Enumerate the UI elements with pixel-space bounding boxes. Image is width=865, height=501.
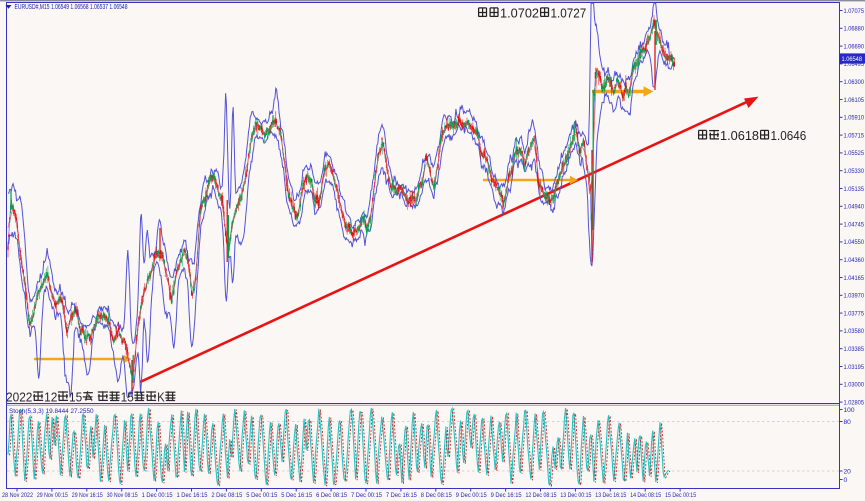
svg-text:9 Dec 16:15: 9 Dec 16:15: [491, 492, 523, 499]
svg-text:1.04165: 1.04165: [844, 275, 865, 282]
svg-text:1.03775: 1.03775: [844, 310, 865, 317]
svg-text:1.03195: 1.03195: [844, 364, 865, 371]
svg-text:1.03970: 1.03970: [844, 293, 865, 300]
svg-text:1.0727: 1.0727: [551, 7, 587, 21]
svg-text:1.04360: 1.04360: [844, 257, 865, 264]
svg-text:0: 0: [844, 477, 848, 484]
svg-text:1.05525: 1.05525: [844, 150, 865, 157]
svg-text:1.0702: 1.0702: [500, 7, 539, 21]
svg-text:8 Dec 08:15: 8 Dec 08:15: [421, 492, 453, 499]
svg-text:9 Dec 00:15: 9 Dec 00:15: [456, 492, 488, 499]
svg-text:1.05330: 1.05330: [844, 168, 865, 175]
svg-text:1 Dec 16:15: 1 Dec 16:15: [177, 492, 209, 499]
svg-text:5 Dec 16:15: 5 Dec 16:15: [281, 492, 313, 499]
svg-text:1.07075: 1.07075: [844, 8, 865, 15]
svg-text:7 Dec 16:15: 7 Dec 16:15: [386, 492, 418, 499]
svg-text:1.06105: 1.06105: [844, 97, 865, 104]
svg-text:15: 15: [69, 391, 82, 405]
svg-text:1.06300: 1.06300: [844, 79, 865, 86]
svg-text:1 Dec 00:15: 1 Dec 00:15: [142, 492, 174, 499]
svg-text:1.06495: 1.06495: [844, 61, 865, 68]
svg-text:12: 12: [44, 391, 57, 405]
svg-text:13 Dec 00:15: 13 Dec 00:15: [560, 492, 591, 499]
svg-text:Stoch(5,3,3) 19.8444 27.2550: Stoch(5,3,3) 19.8444 27.2550: [9, 408, 94, 415]
svg-text:1.05910: 1.05910: [844, 115, 865, 122]
svg-text:1.0618: 1.0618: [720, 129, 759, 143]
svg-text:1.06880: 1.06880: [844, 26, 865, 33]
svg-text:1.0646: 1.0646: [771, 129, 807, 143]
svg-text:1.05135: 1.05135: [844, 186, 865, 193]
svg-text:2022: 2022: [6, 391, 32, 405]
svg-text:13 Dec 16:15: 13 Dec 16:15: [595, 492, 626, 499]
svg-text:12 Dec 08:15: 12 Dec 08:15: [526, 492, 557, 499]
svg-text:30 Nov 08:15: 30 Nov 08:15: [107, 492, 138, 499]
svg-text:1.04745: 1.04745: [844, 221, 865, 228]
svg-text:K: K: [157, 391, 165, 405]
svg-text:29 Nov 00:15: 29 Nov 00:15: [37, 492, 68, 499]
svg-text:14 Dec 08:15: 14 Dec 08:15: [630, 492, 661, 499]
svg-text:1.03385: 1.03385: [844, 346, 865, 353]
svg-text:1.05715: 1.05715: [844, 132, 865, 139]
svg-text:1.03580: 1.03580: [844, 328, 865, 335]
svg-text:1.06548: 1.06548: [842, 56, 863, 63]
svg-text:100: 100: [844, 407, 855, 414]
svg-text:7 Dec 00:15: 7 Dec 00:15: [351, 492, 383, 499]
svg-text:2 Dec 08:15: 2 Dec 08:15: [211, 492, 243, 499]
svg-text:28 Nov 2022: 28 Nov 2022: [2, 492, 33, 499]
svg-text:15: 15: [121, 391, 134, 405]
svg-text:1.06690: 1.06690: [844, 43, 865, 50]
svg-text:EURUSD#,M15 1.06549 1.06568 1: EURUSD#,M15 1.06549 1.06568 1.06537 1.06…: [15, 2, 128, 11]
svg-text:6 Dec 08:15: 6 Dec 08:15: [316, 492, 348, 499]
svg-text:20: 20: [844, 468, 852, 475]
svg-text:80: 80: [844, 419, 852, 426]
svg-text:1.03000: 1.03000: [844, 382, 865, 389]
svg-text:15 Dec 00:15: 15 Dec 00:15: [665, 492, 696, 499]
svg-text:1.02805: 1.02805: [844, 399, 865, 406]
svg-text:1.04550: 1.04550: [844, 239, 865, 246]
svg-text:5 Dec 00:15: 5 Dec 00:15: [246, 492, 278, 499]
svg-text:29 Nov 16:15: 29 Nov 16:15: [72, 492, 103, 499]
svg-text:1.04940: 1.04940: [844, 204, 865, 211]
